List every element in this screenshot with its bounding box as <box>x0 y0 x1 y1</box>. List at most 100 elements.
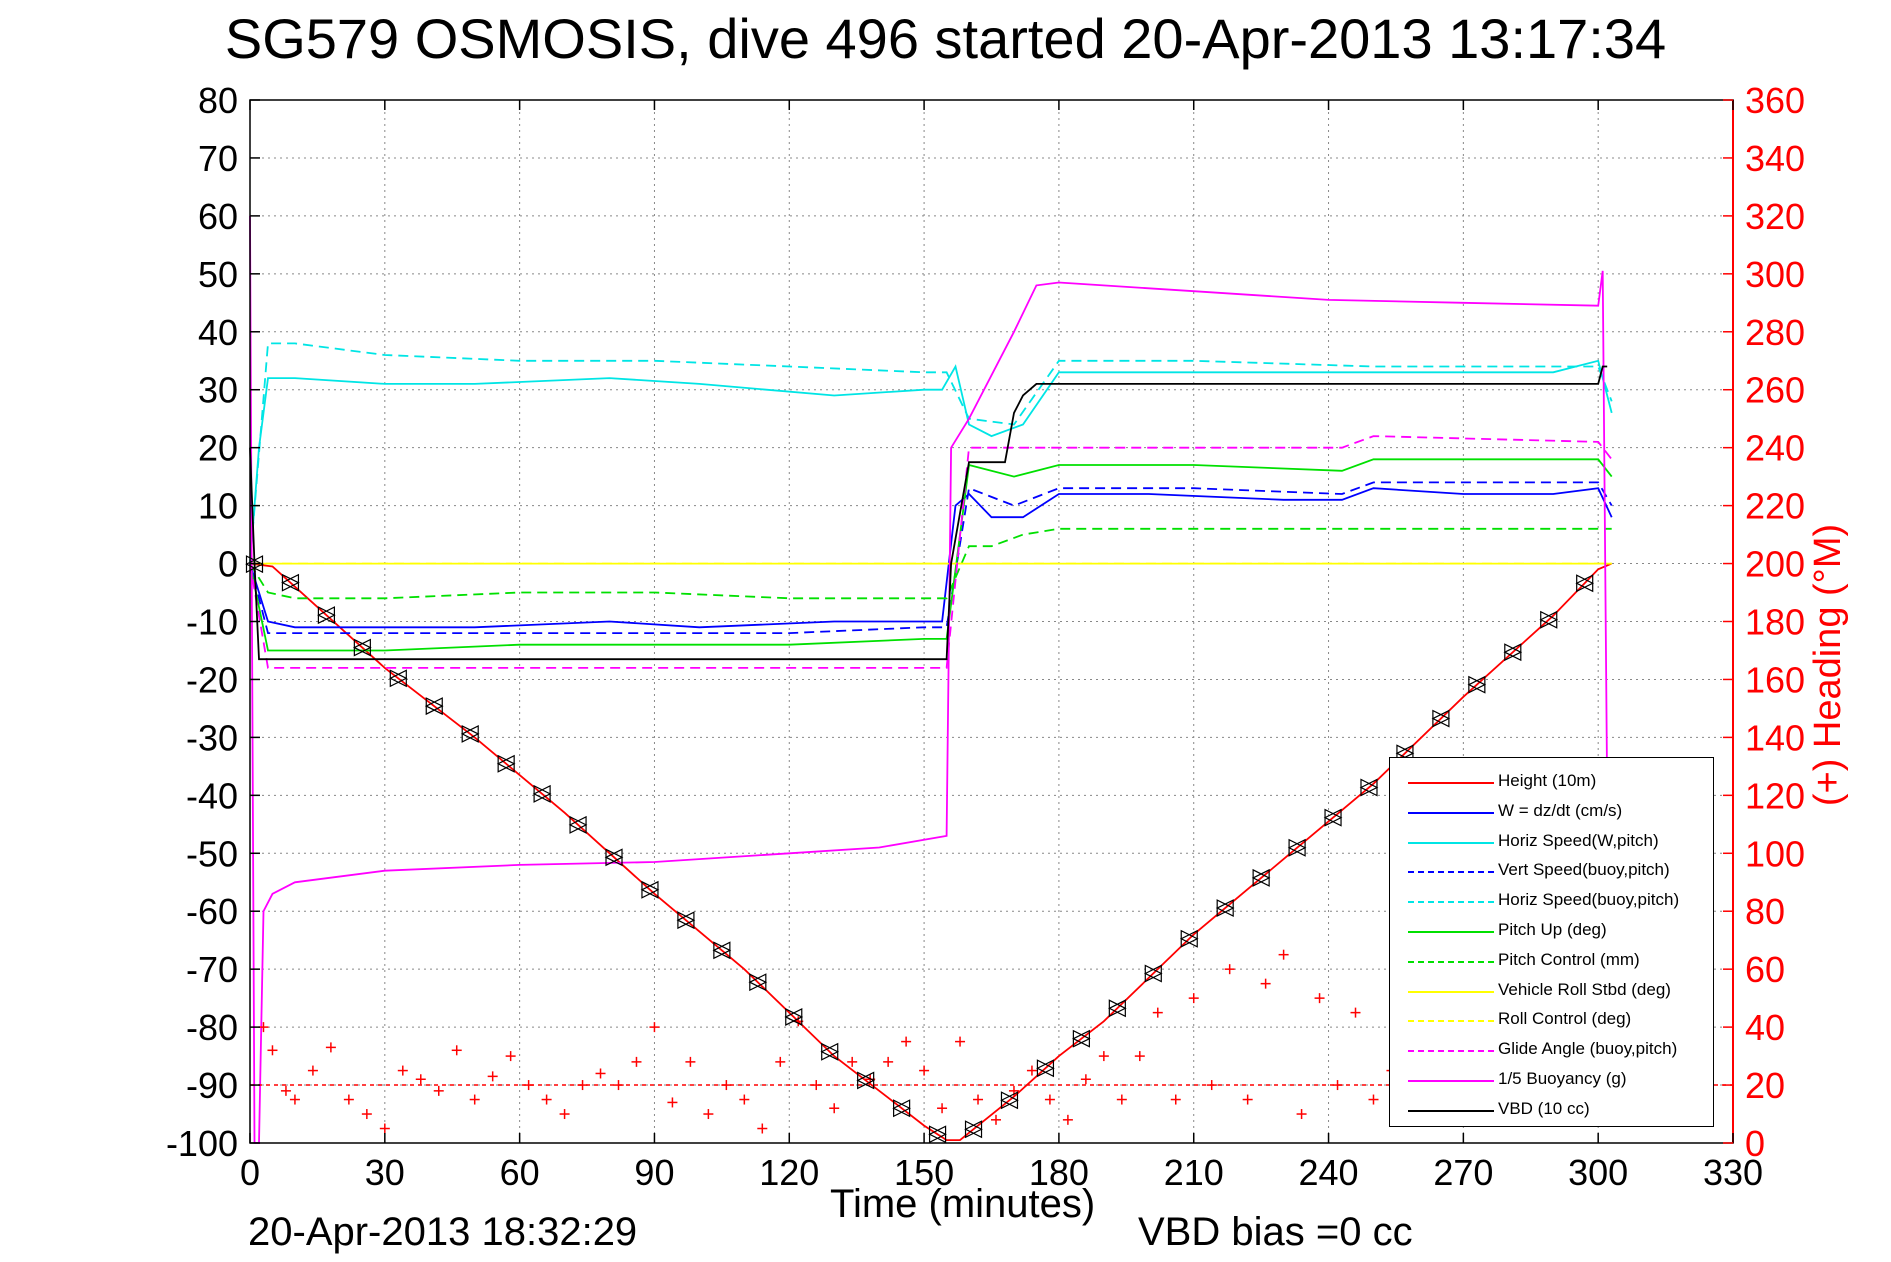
dive-marker-right <box>245 555 264 574</box>
legend-item: Vehicle Roll Stbd (deg) <box>1390 977 1715 1007</box>
y2-tick-label: 140 <box>1745 717 1805 758</box>
heading-point <box>847 1056 858 1067</box>
dive-marker-right <box>353 638 372 657</box>
legend-swatch <box>1408 1109 1494 1112</box>
y2-tick-label: 80 <box>1745 891 1785 932</box>
dive-marker-right <box>1108 999 1127 1018</box>
x-tick-label: 90 <box>634 1152 674 1193</box>
heading-point <box>1314 993 1325 1004</box>
dive-marker-right <box>281 573 300 592</box>
heading-point <box>649 1022 660 1033</box>
y2-tick-label: 200 <box>1745 544 1805 585</box>
x-tick-label: 180 <box>1029 1152 1089 1193</box>
heading-point <box>1206 1080 1217 1091</box>
legend-swatch <box>1408 1050 1494 1053</box>
legend-label: Pitch Control (mm) <box>1498 949 1640 969</box>
legend-swatch <box>1408 901 1494 904</box>
dive-marker-right <box>1432 709 1451 728</box>
series-line <box>249 562 1613 1141</box>
heading-point <box>1116 1094 1127 1105</box>
heading-point <box>505 1051 516 1062</box>
legend-item: W = dz/dt (cm/s) <box>1390 798 1715 828</box>
x-tick-label: 240 <box>1299 1152 1359 1193</box>
x-tick-label: 150 <box>894 1152 954 1193</box>
series-line <box>249 365 1608 661</box>
y-tick-label: 0 <box>218 544 238 585</box>
heading-point <box>267 1045 278 1056</box>
x-tick-label: 120 <box>759 1152 819 1193</box>
legend-item: Pitch Up (deg) <box>1390 917 1715 947</box>
y2-tick-label: 60 <box>1745 949 1785 990</box>
dive-marker-right <box>1036 1059 1055 1078</box>
heading-point <box>901 1036 912 1047</box>
series-line <box>249 435 1613 669</box>
x-tick-label: 210 <box>1164 1152 1224 1193</box>
legend-swatch <box>1408 931 1494 933</box>
dive-marker-right <box>425 697 444 716</box>
y-tick-label: -70 <box>186 949 238 990</box>
dive-marker-right <box>605 848 624 867</box>
y2-tick-label: 0 <box>1745 1123 1765 1164</box>
heading-point <box>1242 1094 1253 1105</box>
legend-item: Roll Control (deg) <box>1390 1006 1715 1036</box>
y2-tick-label: 180 <box>1745 602 1805 643</box>
heading-point <box>721 1080 732 1091</box>
heading-point <box>1188 993 1199 1004</box>
dive-marker-right <box>1144 964 1163 983</box>
heading-point <box>739 1094 750 1105</box>
dive-marker-right <box>317 606 336 625</box>
y-tick-label: -50 <box>186 833 238 874</box>
footer-timestamp: 20-Apr-2013 18:32:29 <box>248 1210 638 1254</box>
dive-marker-right <box>1000 1091 1019 1110</box>
heading-point <box>1134 1051 1145 1062</box>
heading-point <box>937 1103 948 1114</box>
dive-marker-right <box>713 941 732 960</box>
heading-point <box>1260 978 1271 989</box>
heading-point <box>973 1094 984 1105</box>
y2-tick-label: 320 <box>1745 196 1805 237</box>
legend-item: Glide Angle (buoy,pitch) <box>1390 1036 1715 1066</box>
dive-marker-right <box>1504 643 1523 662</box>
heading-point <box>685 1056 696 1067</box>
y-tick-label: 30 <box>198 370 238 411</box>
y-tick-label: 80 <box>198 80 238 121</box>
dive-marker-right <box>1360 778 1379 797</box>
heading-point <box>1332 1080 1343 1091</box>
heading-point <box>1296 1109 1307 1120</box>
legend-item: Height (10m) <box>1390 768 1715 798</box>
legend-item: VBD (10 cc) <box>1390 1096 1715 1126</box>
legend-label: Vert Speed(buoy,pitch) <box>1498 860 1670 880</box>
legend-swatch <box>1408 960 1494 963</box>
x-axis-label: Time (minutes) <box>830 1182 1096 1226</box>
chart-title: SG579 OSMOSIS, dive 496 started 20-Apr-2… <box>224 7 1667 70</box>
heading-point <box>361 1109 372 1120</box>
heading-point <box>1368 1094 1379 1105</box>
dive-marker-right <box>1324 808 1343 827</box>
heading-point <box>451 1045 462 1056</box>
legend-item: Horiz Speed(W,pitch) <box>1390 828 1715 858</box>
x-tick-label: 60 <box>500 1152 540 1193</box>
x-tick-label: 30 <box>365 1152 405 1193</box>
y2-axis-label: (+) Heading (°M) <box>1807 524 1849 806</box>
legend-swatch <box>1408 990 1494 993</box>
legend-label: 1/5 Buoyancy (g) <box>1498 1069 1627 1088</box>
dive-marker-right <box>1072 1029 1091 1048</box>
heading-point <box>829 1103 840 1114</box>
dive-marker-right <box>533 784 552 803</box>
y2-tick-label: 120 <box>1745 775 1805 816</box>
y-tick-label: -100 <box>166 1123 238 1164</box>
heading-point <box>1278 949 1289 960</box>
legend-swatch <box>1408 811 1494 814</box>
heading-point <box>415 1074 426 1085</box>
heading-point <box>595 1068 606 1079</box>
heading-point <box>919 1065 930 1076</box>
dive-marker-right <box>928 1125 947 1144</box>
heading-point <box>289 1094 300 1105</box>
legend-swatch <box>1408 1080 1494 1082</box>
x-tick-label: 330 <box>1703 1152 1763 1193</box>
legend-item: Horiz Speed(buoy,pitch) <box>1390 887 1715 917</box>
y2-tick-label: 360 <box>1745 80 1805 121</box>
heading-point <box>631 1056 642 1067</box>
legend: Height (10m) W = dz/dt (cm/s) Horiz Speed(… <box>1389 757 1714 1127</box>
y-tick-label: -30 <box>186 717 238 758</box>
